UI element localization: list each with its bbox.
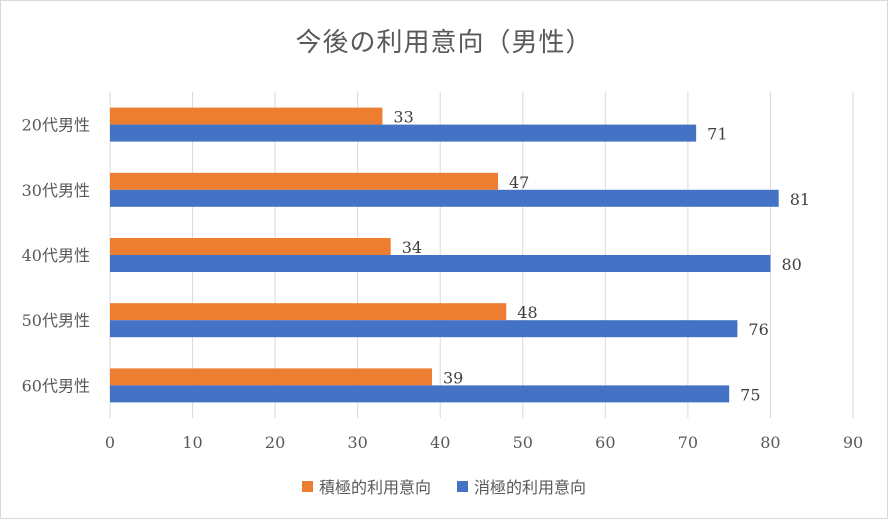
legend: 積極的利用意向 消極的利用意向 [0,474,888,498]
chart-title: 今後の利用意向（男性） [295,28,593,58]
data-label: 33 [393,108,413,127]
y-category-label: 60代男性 [22,376,90,395]
data-label: 39 [443,368,463,387]
legend-swatch-positive [301,480,313,492]
legend-label-negative: 消極的利用意向 [474,478,587,497]
x-tick-label: 70 [678,433,698,452]
data-label: 48 [517,303,537,322]
legend-swatch-negative [457,480,468,492]
data-label: 75 [740,385,760,404]
bar-positive [110,303,507,321]
bar-negative [110,385,730,403]
bar-negative [110,124,697,142]
x-tick-label: 30 [347,433,367,452]
x-tick-label: 90 [843,433,863,452]
y-category-label: 40代男性 [22,246,90,265]
y-category-label: 50代男性 [22,311,90,330]
x-tick-label: 60 [595,433,615,452]
x-tick-label: 40 [430,433,450,452]
x-tick-label: 20 [265,433,285,452]
legend-item-positive: 積極的利用意向 [301,474,431,498]
x-tick-label: 50 [513,433,533,452]
x-tick-label: 0 [105,433,115,452]
legend-label-positive: 積極的利用意向 [318,478,431,497]
bar-negative [110,189,779,207]
bar-positive [110,107,383,125]
x-tick-label: 10 [182,433,202,452]
data-label: 47 [509,173,529,192]
data-label: 81 [790,190,810,209]
y-category-label: 20代男性 [22,116,90,135]
bar-positive [110,238,391,255]
data-label: 71 [707,125,727,144]
bar-positive [110,172,499,190]
bar-negative [110,255,771,272]
bar-negative [110,320,738,338]
data-label: 34 [402,238,422,257]
data-label: 76 [748,320,768,339]
legend-item-negative: 消極的利用意向 [457,474,586,498]
x-tick-label: 80 [760,433,780,452]
data-label: 80 [781,255,801,274]
y-category-label: 30代男性 [22,181,90,200]
bar-positive [110,368,432,386]
